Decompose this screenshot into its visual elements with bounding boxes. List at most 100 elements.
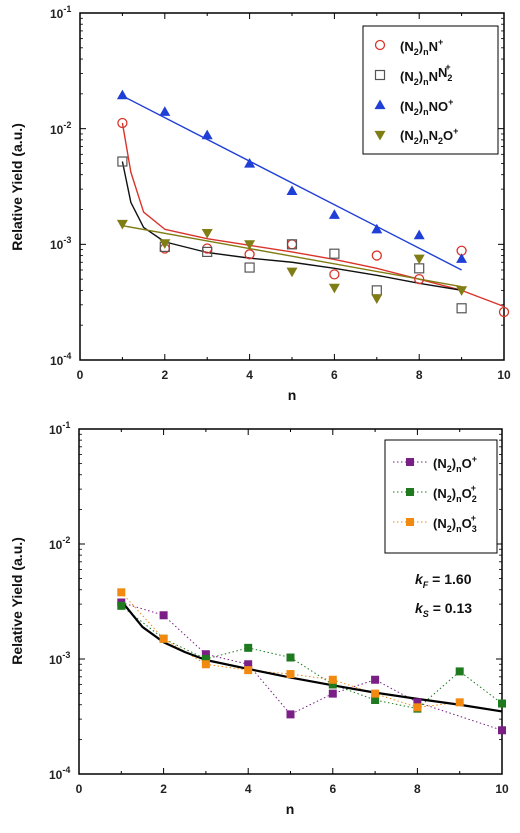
top-y-tick-exponent: -2 <box>63 120 71 130</box>
data-point-series-2 <box>413 703 422 712</box>
top-y-axis-label: Relative Yield (a.u.) <box>9 123 25 251</box>
top-y-tick-label: 10-4 <box>50 351 71 368</box>
data-point-series-1 <box>328 680 337 689</box>
series-line-2 <box>120 591 460 708</box>
data-point-series-0 <box>329 269 340 280</box>
top-x-tick-label: 2 <box>161 368 168 382</box>
legend-text: ) <box>452 516 456 531</box>
bottom-chart-panel: 0 2 4 6 8 10 10-4 10-3 10-2 10-1 n Relat… <box>9 420 509 817</box>
top-y-tick-label: 10-3 <box>50 235 71 252</box>
bottom-y-tick-exponent: -1 <box>62 420 70 430</box>
top-y-tick-exponent: -3 <box>63 235 71 245</box>
data-point-series-2 <box>328 209 340 219</box>
data-point-series-2 <box>201 129 213 140</box>
bottom-y-tick-label: 10-3 <box>49 650 70 667</box>
legend-marker-1 <box>374 69 386 81</box>
legend-marker-2 <box>406 518 414 526</box>
data-point-series-2 <box>456 253 468 263</box>
data-point-series-1 <box>414 263 425 274</box>
ks-annotation: kS = 0.13 <box>415 600 472 619</box>
data-point-series-2 <box>413 229 425 240</box>
legend-text: ) <box>419 128 423 143</box>
legend-subscript: 2 <box>438 136 443 146</box>
legend-marker-0 <box>374 39 386 51</box>
annotation-symbol: k <box>415 600 424 616</box>
legend-subscript: 2 <box>414 107 419 117</box>
kf-annotation: kF = 1.60 <box>415 571 472 590</box>
bottom-y-tick-exponent: -3 <box>62 650 70 660</box>
legend-subscript: 2 <box>414 77 419 87</box>
bottom-y-tick-base: 10 <box>49 423 63 437</box>
data-point-series-2 <box>286 670 295 679</box>
legend-marker-2 <box>374 99 386 110</box>
fit-line-1 <box>121 161 462 292</box>
bottom-x-tick-label: 4 <box>245 782 252 796</box>
legend-superscript: + <box>448 97 453 107</box>
data-point-series-1 <box>244 262 255 273</box>
bottom-y-tick-base: 10 <box>49 538 63 552</box>
top-x-axis-label: n <box>288 387 297 403</box>
legend-marker-3 <box>374 130 386 141</box>
data-point-series-0 <box>244 660 253 669</box>
data-point-series-0 <box>371 250 382 261</box>
bottom-legend: (N2)nO+ (N2)nO2+ (N2)nO3+ <box>384 439 498 554</box>
legend-text: ) <box>419 69 423 84</box>
legend-text: N <box>429 128 438 143</box>
bottom-y-tick-exponent: -4 <box>62 765 70 775</box>
top-data-points <box>116 89 510 318</box>
legend-superscript: + <box>471 483 476 493</box>
data-point-series-0 <box>117 117 128 129</box>
data-point-series-3 <box>328 283 340 294</box>
annotation-symbol: k <box>415 571 424 587</box>
data-point-series-2 <box>286 185 298 195</box>
legend-superscript: + <box>453 126 458 136</box>
top-legend-box <box>362 25 499 155</box>
legend-subscript: n <box>423 136 429 146</box>
data-point-series-3 <box>371 294 383 305</box>
top-legend: (N2)nN+ (N2)nNN2+ (N2)nNO+ (N2)nN2O+ <box>362 25 499 155</box>
legend-entry-o3-plus: (N2)nO3+ <box>433 513 477 534</box>
top-y-tick-exponent: -4 <box>63 351 71 361</box>
top-x-tick-label: 8 <box>416 368 423 382</box>
series-line-1 <box>120 605 503 710</box>
legend-text: (N <box>433 486 447 501</box>
legend-text: (N <box>400 128 414 143</box>
bottom-data-points <box>117 588 506 735</box>
data-point-series-0 <box>286 710 295 719</box>
data-point-series-2 <box>201 660 210 669</box>
data-point-series-2 <box>244 666 253 675</box>
data-point-series-0 <box>201 650 210 659</box>
data-point-series-0 <box>328 689 337 698</box>
legend-text: O <box>462 516 472 531</box>
data-point-series-3 <box>413 254 425 265</box>
bottom-x-axis-label: n <box>286 801 295 817</box>
legend-subscript: 2 <box>472 494 477 504</box>
series-line-0 <box>121 602 503 731</box>
bottom-y-tick-base: 10 <box>49 768 63 782</box>
data-point-series-2 <box>244 157 256 168</box>
bottom-legend-box <box>384 439 498 554</box>
top-y-tick-base: 10 <box>50 238 64 252</box>
legend-entry-n2o-plus: (N2)nN2O+ <box>400 126 458 146</box>
data-point-series-0 <box>413 698 422 707</box>
data-point-series-1 <box>117 156 128 167</box>
data-point-series-1 <box>456 303 467 314</box>
top-y-tick-base: 10 <box>50 123 64 137</box>
legend-subscript: n <box>423 77 429 87</box>
bottom-fit-lines <box>120 600 503 713</box>
legend-text: (N <box>433 456 447 471</box>
data-point-series-0 <box>286 239 298 250</box>
legend-subscript: n <box>423 107 429 117</box>
bottom-x-tick-label: 10 <box>495 782 509 796</box>
legend-text: NO <box>429 99 449 114</box>
data-point-series-3 <box>159 239 171 249</box>
legend-superscript: + <box>438 37 443 47</box>
legend-subscript: 2 <box>447 524 452 534</box>
data-point-series-1 <box>329 248 340 259</box>
data-point-series-0 <box>159 611 168 620</box>
data-point-series-1 <box>286 653 295 662</box>
data-point-series-2 <box>159 634 168 643</box>
data-point-series-1 <box>286 239 298 250</box>
legend-entry-n-plus: (N2)nN+ <box>400 37 443 57</box>
